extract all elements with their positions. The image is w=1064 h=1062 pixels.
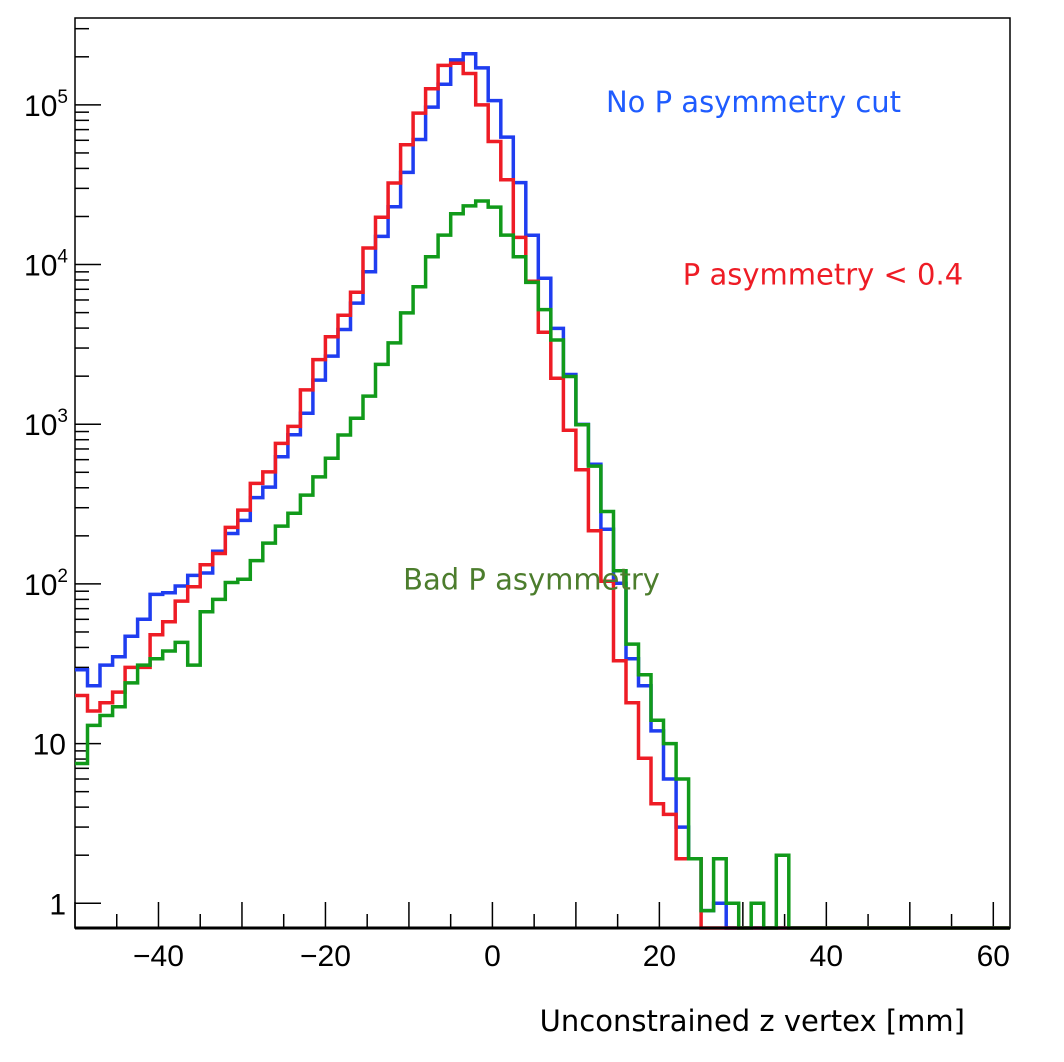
annotations: No P asymmetry cut P asymmetry < 0.4 Bad P… — [403, 85, 963, 597]
x-tick-label: 40 — [810, 940, 843, 973]
x-axis-label: Unconstrained z vertex [mm] — [540, 1004, 965, 1038]
series-layer — [75, 52, 1010, 930]
x-tick-label: −40 — [133, 940, 184, 973]
plot-frame — [74, 17, 1011, 929]
y-tick-label: 102 — [24, 566, 68, 602]
y-tick-label: 105 — [24, 87, 68, 123]
x-tick-label: 20 — [643, 940, 676, 973]
axis-ticks — [74, 27, 995, 928]
y-tick-label: 103 — [24, 406, 68, 442]
annotation-label: No P asymmetry cut — [606, 85, 901, 119]
x-tick-label: −20 — [300, 940, 351, 973]
annotation-label: P asymmetry < 0.4 — [683, 258, 963, 292]
series-no-p-asymmetry-cut — [75, 52, 1010, 930]
series-p-asymmetry-0-4 — [75, 61, 1010, 930]
y-tick-label: 10 — [33, 729, 66, 762]
y-tick-label: 104 — [24, 247, 68, 283]
x-tick-label: 0 — [484, 940, 501, 973]
tick-labels: −40 −20 0 20 40 60 1 10 102 103 104 105 — [24, 87, 1010, 973]
y-tick-label: 1 — [49, 888, 66, 921]
x-tick-label: 60 — [977, 940, 1010, 973]
annotation-label: Bad P asymmetry — [403, 563, 660, 597]
